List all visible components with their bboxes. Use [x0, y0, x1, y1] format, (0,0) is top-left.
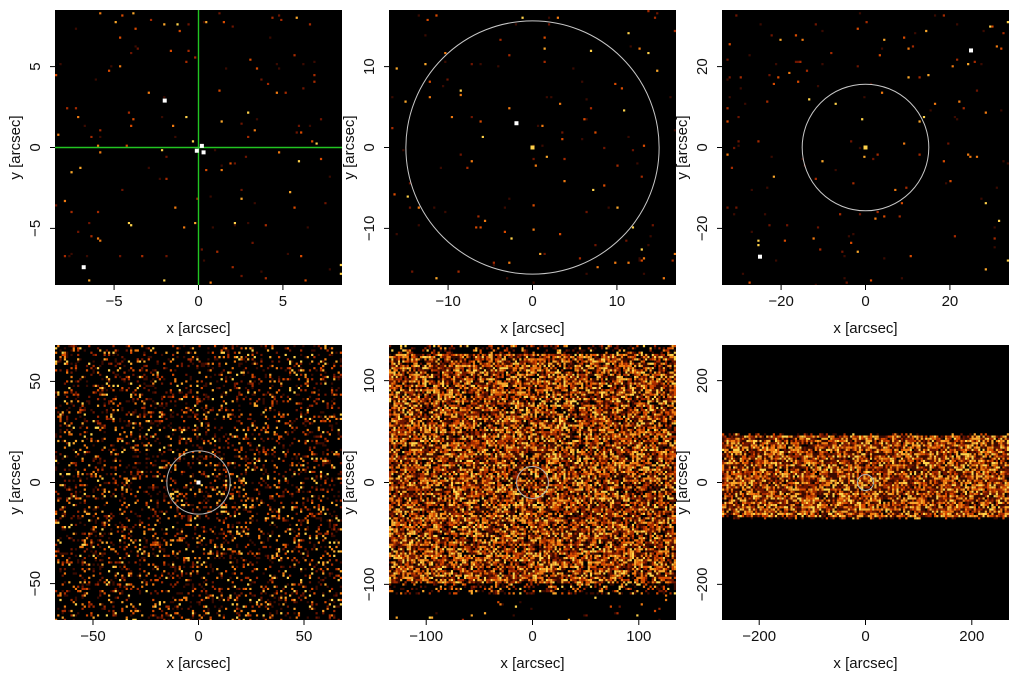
x-axis-label: x [arcsec] — [500, 655, 564, 672]
x-axis-label: x [arcsec] — [166, 655, 230, 672]
y-tick-label: 10 — [361, 58, 378, 75]
x-tick-label: 20 — [942, 293, 959, 310]
aperture-circle — [405, 20, 660, 275]
y-tick-label: 0 — [27, 478, 44, 486]
aperture-circle — [801, 83, 930, 212]
x-tick-label: 0 — [861, 293, 869, 310]
heatmap-cells — [55, 345, 342, 620]
x-tick-label: 50 — [296, 628, 313, 645]
y-tick-label: −10 — [361, 216, 378, 241]
y-axis-label: y [arcsec] — [341, 450, 358, 514]
heatmap-cells — [55, 345, 342, 620]
y-axis-label: y [arcsec] — [674, 115, 691, 179]
y-tick-label: 0 — [694, 478, 711, 486]
aperture-circle — [516, 466, 549, 499]
x-tick-label: −10 — [435, 293, 460, 310]
heatmap-texture — [389, 345, 676, 620]
panel-top-right: −20 0 20 −20 0 20 x [arcsec] y [arcsec] — [674, 10, 1009, 337]
x-tick-label: 0 — [194, 293, 202, 310]
x-tick-label: −100 — [409, 628, 443, 645]
aperture-circle — [166, 450, 231, 515]
y-tick-label: 20 — [694, 58, 711, 75]
x-tick-label: 0 — [528, 628, 536, 645]
heatmap-cells — [389, 345, 676, 619]
y-tick-label: 5 — [27, 62, 44, 70]
x-tick-label: −5 — [106, 293, 123, 310]
y-tick-label: 50 — [27, 373, 44, 390]
heatmap-cells — [722, 433, 1009, 520]
aperture-circle — [857, 474, 874, 491]
y-axis-label: y [arcsec] — [7, 450, 24, 514]
panel-top-middle: −10 0 10 −10 0 10 x [arcsec] y [arcsec] — [341, 10, 676, 337]
x-axis-label: x [arcsec] — [500, 320, 564, 337]
heatmap-cells — [722, 433, 1009, 520]
panel-top-left: −5 0 5 −5 0 5 x [arcsec] y [arcsec] — [7, 10, 342, 337]
x-axis-label: x [arcsec] — [833, 320, 897, 337]
x-tick-label: 5 — [279, 293, 287, 310]
source-point — [201, 150, 206, 155]
source-point — [757, 254, 762, 259]
y-tick-label: −5 — [27, 220, 44, 237]
x-tick-label: 0 — [528, 293, 536, 310]
heatmap-cells — [55, 345, 342, 620]
y-tick-label: 0 — [694, 143, 711, 151]
y-tick-label: −200 — [694, 567, 711, 601]
y-axis-label: y [arcsec] — [341, 115, 358, 179]
y-tick-label: 0 — [27, 143, 44, 151]
x-tick-label: 10 — [609, 293, 626, 310]
y-tick-label: 200 — [694, 368, 711, 393]
heatmap-texture — [722, 433, 1009, 520]
x-tick-label: 0 — [194, 628, 202, 645]
heatmap-cells — [389, 345, 676, 613]
y-tick-label: 0 — [361, 143, 378, 151]
source-point — [196, 480, 201, 485]
x-tick-label: −200 — [742, 628, 776, 645]
x-axis-label: x [arcsec] — [833, 655, 897, 672]
panel-bottom-right: −200 0 200 −200 0 200 x [arcsec] y [arcsec] — [674, 345, 1009, 672]
panel-bottom-left: −50 0 50 −50 0 50 x [arcsec] y [arcsec] — [7, 345, 342, 672]
y-tick-label: −20 — [694, 216, 711, 241]
y-tick-label: −50 — [27, 571, 44, 596]
y-axis-label: y [arcsec] — [7, 115, 24, 179]
heatmap-cells — [389, 345, 676, 620]
source-point — [194, 148, 199, 153]
source-point — [162, 98, 167, 103]
y-axis-label: y [arcsec] — [674, 450, 691, 514]
source-point — [863, 145, 868, 150]
source-point — [969, 48, 974, 53]
y-tick-label: 100 — [361, 368, 378, 393]
x-axis-label: x [arcsec] — [166, 320, 230, 337]
panel-bottom-middle: −100 0 100 −100 0 100 x [arcsec] y [arcsec] — [341, 345, 676, 672]
y-tick-label: 0 — [361, 478, 378, 486]
x-tick-label: 200 — [959, 628, 984, 645]
source-point — [530, 145, 535, 150]
x-tick-label: −50 — [80, 628, 105, 645]
y-tick-label: −100 — [361, 567, 378, 601]
x-tick-label: 0 — [861, 628, 869, 645]
source-point — [81, 265, 86, 270]
source-point — [199, 143, 204, 148]
x-tick-label: −20 — [768, 293, 793, 310]
x-tick-label: 100 — [626, 628, 651, 645]
source-point — [514, 121, 519, 126]
